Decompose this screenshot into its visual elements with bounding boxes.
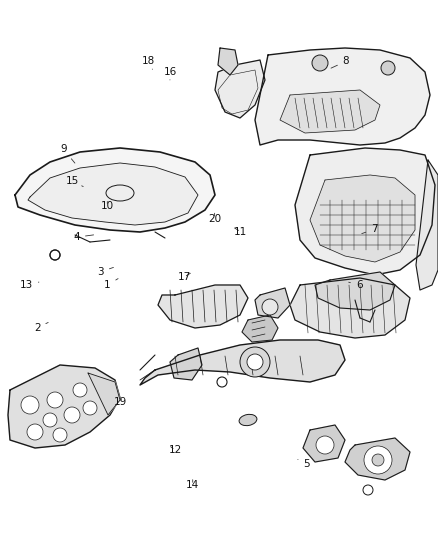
Circle shape (262, 299, 278, 315)
Text: 17: 17 (177, 272, 191, 282)
Polygon shape (140, 340, 345, 385)
Circle shape (21, 396, 39, 414)
Circle shape (312, 55, 328, 71)
Text: 11: 11 (234, 227, 247, 237)
Text: 20: 20 (208, 213, 221, 223)
Text: 4: 4 (73, 232, 94, 242)
Text: 18: 18 (141, 56, 155, 69)
Circle shape (240, 347, 270, 377)
Circle shape (364, 446, 392, 474)
Circle shape (372, 454, 384, 466)
Circle shape (27, 424, 43, 440)
Text: 16: 16 (164, 67, 177, 80)
Polygon shape (88, 373, 120, 415)
Polygon shape (280, 90, 380, 133)
Circle shape (73, 383, 87, 397)
Text: 5: 5 (298, 459, 310, 469)
Polygon shape (310, 175, 415, 262)
Polygon shape (255, 48, 430, 145)
Polygon shape (215, 60, 265, 118)
Circle shape (64, 407, 80, 423)
Circle shape (53, 428, 67, 442)
Text: 1: 1 (104, 279, 118, 290)
Text: 8: 8 (331, 56, 350, 68)
Circle shape (83, 401, 97, 415)
Text: 12: 12 (169, 446, 182, 455)
Polygon shape (28, 163, 198, 225)
Text: 3: 3 (97, 267, 113, 277)
Text: 2: 2 (34, 322, 48, 333)
Polygon shape (416, 160, 438, 290)
Polygon shape (218, 48, 238, 75)
Polygon shape (345, 438, 410, 480)
Polygon shape (290, 278, 410, 338)
Text: 15: 15 (66, 176, 83, 187)
Circle shape (47, 392, 63, 408)
Text: 9: 9 (60, 144, 75, 163)
Polygon shape (170, 348, 202, 380)
Polygon shape (295, 148, 435, 275)
Polygon shape (315, 272, 395, 310)
Text: 14: 14 (186, 480, 199, 490)
Circle shape (381, 61, 395, 75)
Circle shape (247, 354, 263, 370)
Text: 13: 13 (20, 280, 39, 290)
Text: 7: 7 (362, 224, 378, 234)
Polygon shape (158, 285, 248, 328)
Text: 6: 6 (349, 280, 363, 290)
Circle shape (316, 436, 334, 454)
Text: 19: 19 (114, 398, 127, 407)
Polygon shape (303, 425, 345, 462)
Polygon shape (242, 315, 278, 342)
Polygon shape (255, 288, 290, 318)
Text: 10: 10 (101, 201, 114, 211)
Polygon shape (8, 365, 120, 448)
Ellipse shape (239, 414, 257, 426)
Polygon shape (15, 148, 215, 232)
Circle shape (43, 413, 57, 427)
